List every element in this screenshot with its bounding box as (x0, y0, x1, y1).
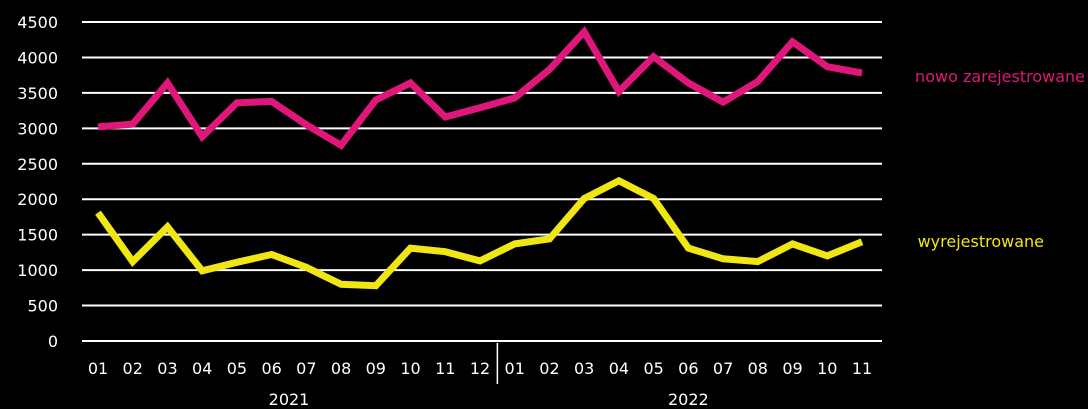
x-tick-label: 01 (505, 359, 525, 378)
series-line-wyrejestrowane (95, 176, 864, 290)
x-tick-label: 07 (713, 359, 733, 378)
x-tick-label: 05 (643, 359, 663, 378)
y-tick-label: 3000 (17, 119, 58, 138)
legend: nowo zarejestrowane wyrejestrowane (915, 67, 1085, 251)
year-label: 2021 (269, 390, 310, 409)
x-tick-label: 09 (782, 359, 802, 378)
grid-lines (82, 21, 882, 342)
y-tick-label: 1000 (17, 261, 58, 280)
x-tick-label: 08 (331, 359, 351, 378)
x-tick-label: 04 (192, 359, 212, 378)
x-tick-label: 03 (157, 359, 177, 378)
x-tick-label: 10 (817, 359, 837, 378)
series-lines (95, 26, 864, 290)
x-tick-label: 06 (261, 359, 281, 378)
y-tick-label: 2500 (17, 155, 58, 174)
year-labels: 2021 2022 (269, 390, 709, 409)
x-tick-label: 01 (88, 359, 108, 378)
y-tick-label: 500 (27, 297, 58, 316)
y-tick-label: 0 (48, 332, 58, 351)
x-tick-label: 12 (470, 359, 490, 378)
x-tick-label: 05 (227, 359, 247, 378)
x-tick-label: 04 (609, 359, 629, 378)
x-tick-label: 06 (678, 359, 698, 378)
x-tick-label: 07 (296, 359, 316, 378)
x-tick-label: 11 (852, 359, 872, 378)
x-tick-label: 02 (539, 359, 559, 378)
x-tick-label: 10 (400, 359, 420, 378)
x-tick-label: 11 (435, 359, 455, 378)
series-line-nowo-zarejestrowane (97, 26, 863, 150)
y-tick-label: 2000 (17, 190, 58, 209)
y-tick-label: 4000 (17, 48, 58, 67)
y-axis-ticks: 0 500 1000 1500 2000 2500 3000 3500 4000 4500 (17, 13, 58, 351)
x-tick-label: 09 (366, 359, 386, 378)
year-label: 2022 (668, 390, 709, 409)
y-tick-label: 4500 (17, 13, 58, 32)
x-tick-label: 08 (748, 359, 768, 378)
x-tick-label: 02 (123, 359, 143, 378)
x-axis-ticks: 01 02 03 04 05 06 07 08 09 10 11 12 01 02 03 04 05 06 07 08… (88, 359, 872, 378)
legend-label: nowo zarejestrowane (915, 67, 1085, 86)
y-tick-label: 3500 (17, 84, 58, 103)
legend-label: wyrejestrowane (918, 232, 1044, 251)
y-tick-label: 1500 (17, 226, 58, 245)
x-tick-label: 03 (574, 359, 594, 378)
